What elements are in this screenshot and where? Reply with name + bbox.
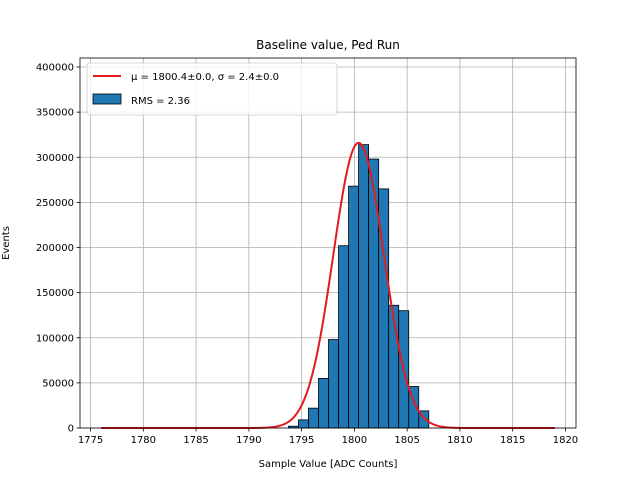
chart-title: Baseline value, Ped Run: [256, 38, 400, 52]
x-tick-label: 1775: [78, 435, 103, 446]
y-axis-label: Events: [1, 226, 12, 260]
y-tick-label: 150000: [36, 288, 74, 299]
x-tick-label: 1790: [236, 435, 261, 446]
y-tick-label: 100000: [36, 333, 74, 344]
y-tick-label: 50000: [42, 378, 74, 389]
y-axis-ticks: 0 50000 100000 150000 200000 250000 300000 3500…: [36, 63, 80, 435]
x-tick-label: 1820: [553, 435, 578, 446]
x-tick-label: 1810: [447, 435, 472, 446]
histogram-bar: [318, 377, 329, 429]
legend-hist-swatch: [92, 93, 122, 105]
legend-fit-label: μ = 1800.4±0.0, σ = 2.4±0.0: [131, 72, 279, 83]
y-tick-label: 0: [68, 424, 74, 435]
y-tick-label: 250000: [36, 198, 74, 209]
x-axis-ticks: 1775 1780 1785 1790 1795 1800 1805 1810 1815 1820: [78, 428, 578, 446]
histogram-bar: [298, 419, 309, 429]
histogram-bar: [308, 407, 319, 429]
y-tick-label: 300000: [36, 153, 74, 164]
plot-area: [80, 58, 576, 428]
histogram-bar: [368, 158, 380, 429]
x-tick-label: 1795: [289, 435, 314, 446]
x-tick-label: 1815: [500, 435, 525, 446]
legend: μ = 1800.4±0.0, σ = 2.4±0.0 RMS = 2.36: [86, 62, 338, 116]
x-tick-label: 1780: [131, 435, 156, 446]
legend-box: [86, 62, 338, 116]
histogram-bar: [328, 339, 339, 429]
y-tick-label: 400000: [36, 63, 74, 74]
x-axis-label: Sample Value [ADC Counts]: [259, 459, 398, 470]
x-tick-label: 1785: [183, 435, 208, 446]
legend-hist-label: RMS = 2.36: [131, 96, 190, 107]
plot-frame: [79, 57, 577, 429]
x-tick-label: 1800: [342, 435, 367, 446]
y-tick-label: 350000: [36, 108, 74, 119]
x-tick-label: 1805: [394, 435, 419, 446]
histogram-bar: [338, 245, 349, 429]
y-tick-label: 200000: [36, 243, 74, 254]
histogram-bar: [348, 185, 360, 429]
histogram-bar: [358, 144, 370, 429]
